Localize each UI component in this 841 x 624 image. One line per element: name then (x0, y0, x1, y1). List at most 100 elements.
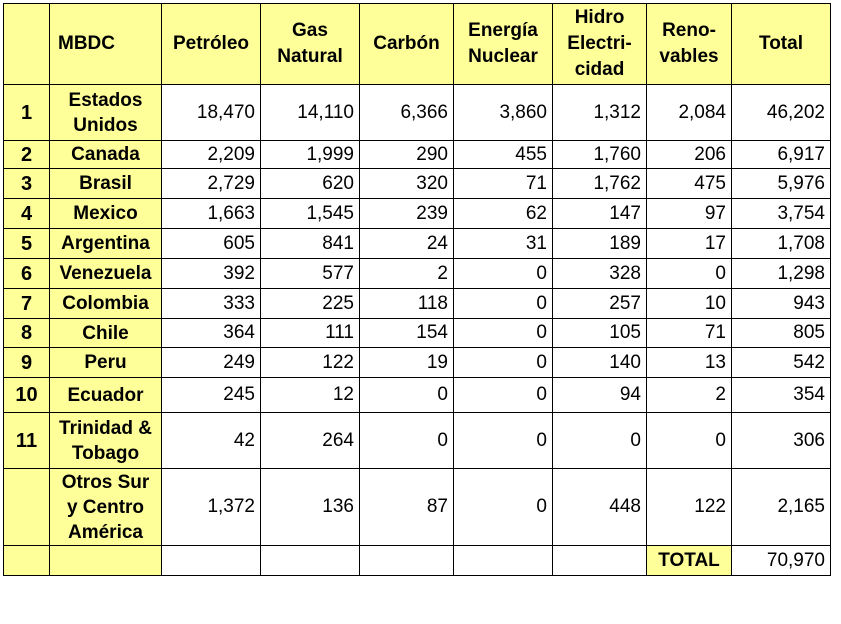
row-rank: 1 (3, 84, 50, 141)
row-value: 841 (260, 228, 360, 259)
row-value: 577 (260, 258, 360, 289)
row-value: 5,976 (731, 168, 831, 199)
row-value: 0 (359, 377, 454, 413)
row-value: 42 (161, 412, 261, 469)
row-value: 364 (161, 318, 261, 348)
row-country: Argentina (49, 228, 162, 259)
row-value: 805 (731, 318, 831, 348)
header-petroleo: Petróleo (161, 3, 261, 85)
row-country: Estados Unidos (49, 84, 162, 141)
header-row: MBDC Petróleo Gas Natural Carbón Energía… (3, 3, 831, 85)
row-value: 87 (359, 468, 454, 546)
row-value: 328 (552, 258, 647, 289)
table-row: 4 Mexico 1,663 1,545 239 62 147 97 3,754 (3, 198, 831, 229)
empty-cell (359, 545, 454, 576)
table-row: 2 Canada 2,209 1,999 290 455 1,760 206 6,917 (3, 140, 831, 169)
row-country: Trinidad & Tobago (49, 412, 162, 469)
table-row: 7 Colombia 333 225 118 0 257 10 943 (3, 288, 831, 319)
row-value: 97 (646, 198, 732, 229)
row-value: 71 (646, 318, 732, 348)
row-value: 1,708 (731, 228, 831, 259)
row-rank: 3 (3, 168, 50, 199)
row-country: Otros Sur y Centro América (49, 468, 162, 546)
row-value: 2,165 (731, 468, 831, 546)
row-value: 1,762 (552, 168, 647, 199)
row-country: Chile (49, 318, 162, 348)
header-carbon: Carbón (359, 3, 454, 85)
row-value: 943 (731, 288, 831, 319)
row-value: 455 (453, 140, 553, 169)
row-value: 6,917 (731, 140, 831, 169)
row-value: 1,760 (552, 140, 647, 169)
row-value: 1,298 (731, 258, 831, 289)
header-hidro: Hidro Electri-cidad (552, 3, 647, 85)
row-value: 306 (731, 412, 831, 469)
table-row: 9 Peru 249 122 19 0 140 13 542 (3, 347, 831, 378)
empty-cell (552, 545, 647, 576)
row-value: 0 (646, 412, 732, 469)
row-value: 3,754 (731, 198, 831, 229)
table-row: 10 Ecuador 245 12 0 0 94 2 354 (3, 377, 831, 413)
total-label: TOTAL (646, 545, 732, 576)
table-row: 8 Chile 364 111 154 0 105 71 805 (3, 318, 831, 348)
row-value: 0 (453, 412, 553, 469)
row-value: 118 (359, 288, 454, 319)
header-total: Total (731, 3, 831, 85)
row-value: 2 (646, 377, 732, 413)
row-value: 18,470 (161, 84, 261, 141)
row-value: 154 (359, 318, 454, 348)
row-rank: 6 (3, 258, 50, 289)
row-value: 71 (453, 168, 553, 199)
row-country: Ecuador (49, 377, 162, 413)
table-row: Otros Sur y Centro América 1,372 136 87 0 448… (3, 468, 831, 546)
row-value: 24 (359, 228, 454, 259)
row-value: 1,545 (260, 198, 360, 229)
row-rank: 8 (3, 318, 50, 348)
row-rank (3, 468, 50, 546)
empty-cell (49, 545, 162, 576)
row-value: 0 (552, 412, 647, 469)
row-rank: 11 (3, 412, 50, 469)
row-value: 140 (552, 347, 647, 378)
row-value: 1,372 (161, 468, 261, 546)
row-value: 1,312 (552, 84, 647, 141)
row-value: 320 (359, 168, 454, 199)
row-value: 239 (359, 198, 454, 229)
table-row: 6 Venezuela 392 577 2 0 328 0 1,298 (3, 258, 831, 289)
row-value: 290 (359, 140, 454, 169)
row-value: 0 (359, 412, 454, 469)
row-value: 0 (453, 377, 553, 413)
empty-cell (453, 545, 553, 576)
row-value: 542 (731, 347, 831, 378)
row-value: 136 (260, 468, 360, 546)
row-value: 0 (453, 258, 553, 289)
row-value: 14,110 (260, 84, 360, 141)
row-value: 2,209 (161, 140, 261, 169)
row-value: 17 (646, 228, 732, 259)
row-value: 475 (646, 168, 732, 199)
header-rank (3, 3, 50, 85)
row-value: 2,729 (161, 168, 261, 199)
row-value: 206 (646, 140, 732, 169)
row-value: 605 (161, 228, 261, 259)
header-mbdc: MBDC (49, 3, 162, 85)
row-country: Brasil (49, 168, 162, 199)
row-value: 31 (453, 228, 553, 259)
row-value: 10 (646, 288, 732, 319)
row-country: Mexico (49, 198, 162, 229)
table-row: 3 Brasil 2,729 620 320 71 1,762 475 5,976 (3, 168, 831, 199)
row-country: Canada (49, 140, 162, 169)
empty-cell (260, 545, 360, 576)
row-value: 147 (552, 198, 647, 229)
header-gas-natural: Gas Natural (260, 3, 360, 85)
row-rank: 7 (3, 288, 50, 319)
energy-table: MBDC Petróleo Gas Natural Carbón Energía… (3, 3, 831, 576)
row-rank: 5 (3, 228, 50, 259)
row-value: 6,366 (359, 84, 454, 141)
total-row: TOTAL 70,970 (3, 545, 831, 576)
row-rank: 10 (3, 377, 50, 413)
header-renovables: Reno-vables (646, 3, 732, 85)
row-value: 0 (453, 288, 553, 319)
row-value: 333 (161, 288, 261, 319)
row-value: 0 (646, 258, 732, 289)
